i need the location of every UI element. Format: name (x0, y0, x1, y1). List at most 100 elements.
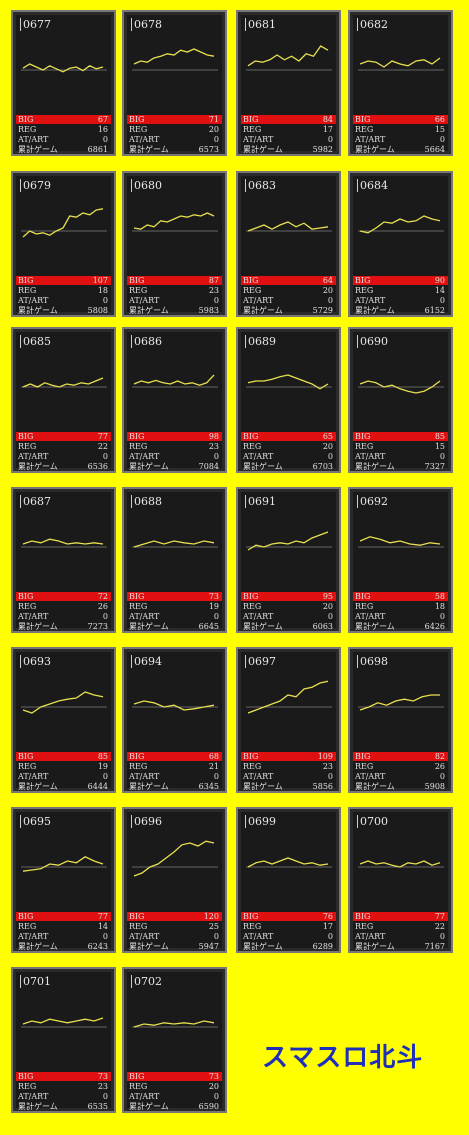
machine-card[interactable]: 0687 BIG 72 REG 26 AT/ART 0 累計ゲーム 7273 (11, 487, 116, 633)
machine-card[interactable]: 0700 BIG 77 REG 22 AT/ART 0 累計ゲーム 7167 (348, 807, 453, 953)
card-body: 0677 BIG 67 REG 16 AT/ART 0 累計ゲーム 6861 (16, 15, 111, 154)
big-row: BIG 68 (127, 752, 222, 761)
machine-card[interactable]: 0702 BIG 73 REG 20 AT/ART 0 累計ゲーム 6590 (122, 967, 227, 1113)
big-row: BIG 66 (353, 115, 448, 124)
graph-line (359, 694, 440, 711)
games-value: 5982 (312, 145, 333, 154)
machine-card[interactable]: 0686 BIG 98 REG 23 AT/ART 0 累計ゲーム 7084 (122, 327, 227, 473)
big-row: BIG 76 (241, 912, 336, 921)
games-label: 累計ゲーム (129, 622, 169, 631)
at-value: 0 (327, 772, 333, 781)
games-label: 累計ゲーム (18, 942, 58, 951)
slump-graph (358, 536, 444, 548)
at-value: 0 (213, 452, 219, 461)
games-row: 累計ゲーム 5729 (241, 306, 336, 315)
machine-card[interactable]: 0689 BIG 65 REG 20 AT/ART 0 累計ゲーム 6703 (236, 327, 341, 473)
games-label: 累計ゲーム (129, 145, 169, 154)
graph-line (22, 208, 104, 238)
big-label: BIG (355, 912, 371, 921)
at-label: AT/ART (129, 612, 160, 621)
reg-row: REG 20 (241, 442, 336, 451)
big-value: 90 (434, 276, 445, 285)
at-label: AT/ART (243, 612, 274, 621)
reg-value: 23 (208, 286, 219, 295)
reg-label: REG (18, 762, 37, 771)
machine-number: 0694 (131, 655, 162, 668)
games-label: 累計ゲーム (18, 622, 58, 631)
machine-card[interactable]: 0680 BIG 87 REG 23 AT/ART 0 累計ゲーム 5983 (122, 171, 227, 317)
games-label: 累計ゲーム (243, 145, 283, 154)
card-body: 0700 BIG 77 REG 22 AT/ART 0 累計ゲーム 7167 (353, 812, 448, 951)
graph-line (133, 48, 215, 65)
machine-card[interactable]: 0693 BIG 85 REG 19 AT/ART 0 累計ゲーム 6444 (11, 647, 116, 793)
big-bar (16, 276, 111, 285)
at-value: 0 (102, 612, 108, 621)
games-value: 7084 (198, 462, 219, 471)
machine-number: 0699 (245, 815, 276, 828)
games-row: 累計ゲーム 7327 (353, 462, 448, 471)
games-row: 累計ゲーム 7084 (127, 462, 222, 471)
games-value: 5664 (424, 145, 445, 154)
machine-card[interactable]: 0695 BIG 77 REG 14 AT/ART 0 累計ゲーム 6243 (11, 807, 116, 953)
machine-number: 0685 (20, 335, 51, 348)
games-value: 5947 (198, 942, 219, 951)
games-row: 累計ゲーム 6645 (127, 622, 222, 631)
big-bar (353, 752, 448, 761)
machine-card[interactable]: 0696 BIG 120 REG 25 AT/ART 0 累計ゲーム 5947 (122, 807, 227, 953)
games-label: 累計ゲーム (355, 145, 395, 154)
reg-value: 19 (208, 602, 219, 611)
machine-card[interactable]: 0683 BIG 64 REG 20 AT/ART 0 累計ゲーム 5729 (236, 171, 341, 317)
at-label: AT/ART (18, 772, 49, 781)
machine-card[interactable]: 0699 BIG 76 REG 17 AT/ART 0 累計ゲーム 6289 (236, 807, 341, 953)
machine-card[interactable]: 0690 BIG 85 REG 15 AT/ART 0 累計ゲーム 7327 (348, 327, 453, 473)
machine-card[interactable]: 0678 BIG 71 REG 20 AT/ART 0 累計ゲーム 6573 (122, 10, 227, 156)
machine-card[interactable]: 0684 BIG 90 REG 14 AT/ART 0 累計ゲーム 6152 (348, 171, 453, 317)
big-value: 77 (97, 432, 108, 441)
at-value: 0 (439, 135, 445, 144)
at-label: AT/ART (355, 452, 386, 461)
at-row: AT/ART 0 (127, 612, 222, 621)
games-value: 5908 (424, 782, 445, 791)
slump-graph (132, 212, 218, 232)
reg-value: 20 (208, 1082, 219, 1091)
machine-number: 0687 (20, 495, 51, 508)
machine-card[interactable]: 0694 BIG 68 REG 21 AT/ART 0 累計ゲーム 6345 (122, 647, 227, 793)
games-value: 7167 (424, 942, 445, 951)
graph-line (247, 857, 329, 868)
at-value: 0 (213, 296, 219, 305)
big-label: BIG (243, 912, 259, 921)
games-row: 累計ゲーム 6444 (16, 782, 111, 791)
machine-card[interactable]: 0677 BIG 67 REG 16 AT/ART 0 累計ゲーム 6861 (11, 10, 116, 156)
machine-card[interactable]: 0701 BIG 73 REG 23 AT/ART 0 累計ゲーム 6535 (11, 967, 116, 1113)
big-row: BIG 67 (16, 115, 111, 124)
big-row: BIG 95 (241, 592, 336, 601)
at-value: 0 (102, 772, 108, 781)
machine-card[interactable]: 0697 BIG 109 REG 23 AT/ART 0 累計ゲーム 5856 (236, 647, 341, 793)
big-value: 73 (208, 592, 219, 601)
graph-line (133, 374, 215, 386)
big-row: BIG 72 (16, 592, 111, 601)
machine-card[interactable]: 0682 BIG 66 REG 15 AT/ART 0 累計ゲーム 5664 (348, 10, 453, 156)
slump-graph (132, 48, 218, 71)
games-label: 累計ゲーム (243, 782, 283, 791)
graph-line (247, 374, 329, 390)
card-body: 0689 BIG 65 REG 20 AT/ART 0 累計ゲーム 6703 (241, 332, 336, 471)
machine-number: 0680 (131, 179, 162, 192)
at-row: AT/ART 0 (127, 772, 222, 781)
machine-card[interactable]: 0685 BIG 77 REG 22 AT/ART 0 累計ゲーム 6536 (11, 327, 116, 473)
machine-card[interactable]: 0692 BIG 58 REG 18 AT/ART 0 累計ゲーム 6426 (348, 487, 453, 633)
at-label: AT/ART (129, 296, 160, 305)
at-label: AT/ART (355, 932, 386, 941)
machine-card[interactable]: 0681 BIG 84 REG 17 AT/ART 0 累計ゲーム 5982 (236, 10, 341, 156)
reg-row: REG 17 (241, 922, 336, 931)
at-row: AT/ART 0 (127, 452, 222, 461)
machine-card[interactable]: 0688 BIG 73 REG 19 AT/ART 0 累計ゲーム 6645 (122, 487, 227, 633)
machine-card[interactable]: 0679 BIG 107 REG 18 AT/ART 0 累計ゲーム 5808 (11, 171, 116, 317)
big-bar (353, 432, 448, 441)
machine-card[interactable]: 0698 BIG 82 REG 26 AT/ART 0 累計ゲーム 5908 (348, 647, 453, 793)
reg-row: REG 14 (353, 286, 448, 295)
machine-card[interactable]: 0691 BIG 95 REG 20 AT/ART 0 累計ゲーム 6063 (236, 487, 341, 633)
games-label: 累計ゲーム (129, 782, 169, 791)
machine-number: 0688 (131, 495, 162, 508)
slump-graph (246, 857, 332, 868)
